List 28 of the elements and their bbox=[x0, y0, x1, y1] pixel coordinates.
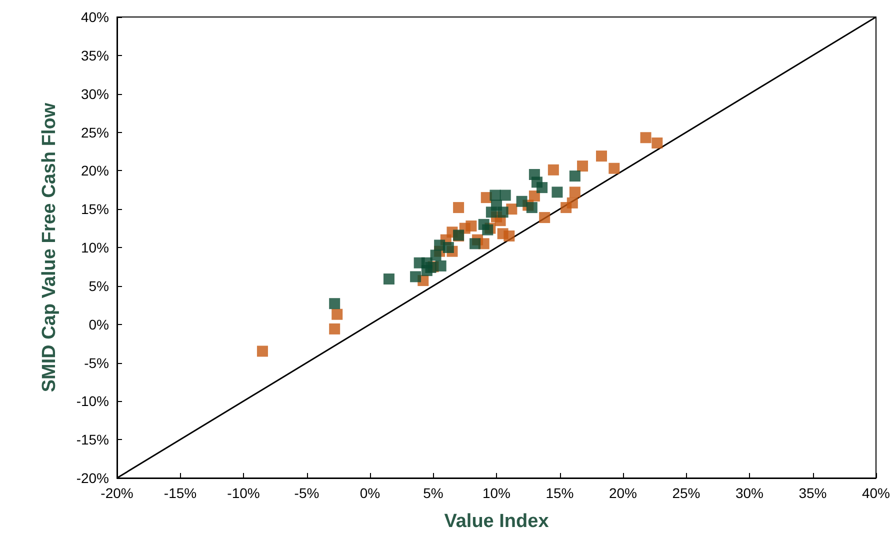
y-tick-label: 40% bbox=[80, 9, 109, 25]
y-tick-label: -20% bbox=[76, 470, 109, 486]
x-tick-label: 5% bbox=[423, 485, 444, 501]
y-tick-label: 20% bbox=[80, 162, 109, 179]
x-tick-label: -5% bbox=[294, 485, 320, 501]
y-tick-label: -10% bbox=[76, 393, 109, 410]
x-tick-label: 35% bbox=[798, 485, 827, 501]
x-tick-label: 40% bbox=[862, 485, 890, 501]
y-tick-label: 0% bbox=[88, 316, 109, 332]
y-tick-label: 30% bbox=[80, 86, 109, 102]
x-tick-label: -10% bbox=[227, 485, 260, 501]
x-tick-label: 0% bbox=[360, 485, 380, 501]
x-tick-label: -20% bbox=[100, 485, 134, 501]
y-axis-title: SMID Cap Value Free Cash Flow bbox=[39, 102, 60, 392]
x-tick-label: 15% bbox=[546, 485, 574, 501]
y-tick-label: -5% bbox=[84, 354, 109, 371]
y-tick-label: -15% bbox=[76, 432, 109, 448]
x-axis-title: Value Index bbox=[444, 511, 550, 532]
x-tick-label: 25% bbox=[672, 485, 700, 501]
y-tick-label: 25% bbox=[80, 124, 109, 140]
y-tick-label: 10% bbox=[80, 240, 109, 256]
y-tick-label: 5% bbox=[88, 278, 109, 294]
y-tick-label: 35% bbox=[80, 47, 109, 64]
x-tick-label: 20% bbox=[608, 485, 638, 501]
x-tick-label: 10% bbox=[482, 485, 511, 501]
x-tick-label: -15% bbox=[164, 485, 197, 501]
y-tick-label: 15% bbox=[80, 201, 109, 218]
x-tick-label: 30% bbox=[735, 485, 764, 501]
